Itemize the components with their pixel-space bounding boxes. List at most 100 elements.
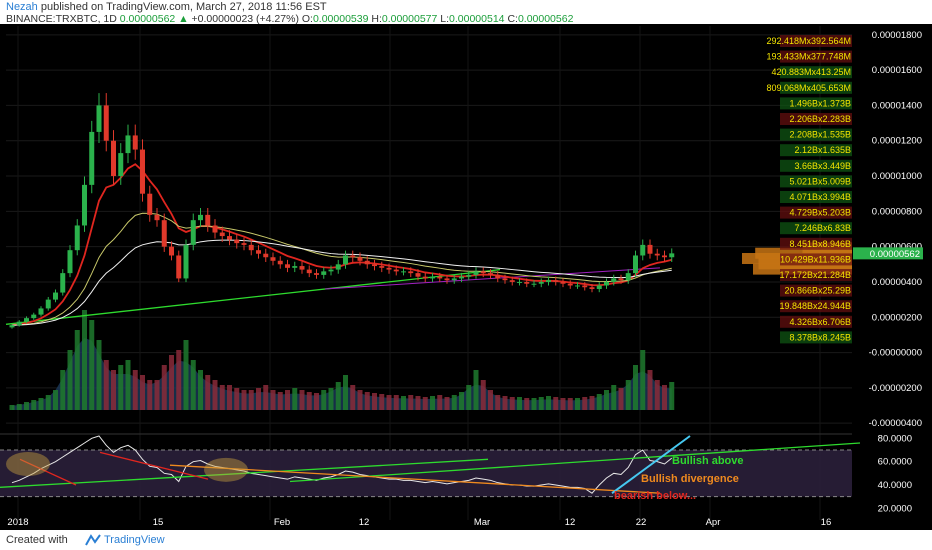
chart-canvas[interactable]: 292.418Mx392.564M 193.433Mx377.748M 420.88… — [0, 24, 932, 530]
volume-label: 2.12Bx1.635B — [794, 145, 851, 155]
volume-bar — [567, 398, 573, 410]
volume-bar — [256, 388, 261, 410]
candle-body — [473, 271, 479, 275]
volume-bar — [393, 395, 399, 410]
volume-bar — [53, 390, 58, 410]
volume-bar — [277, 392, 283, 410]
candle-body — [575, 285, 580, 287]
footer: Created with TradingView — [0, 530, 932, 550]
volume-bar — [219, 385, 225, 410]
volume-bar — [480, 380, 486, 410]
candle-body — [611, 278, 617, 282]
candle-body — [234, 239, 240, 244]
candle-body — [618, 278, 624, 281]
low-value: 0.00000514 — [449, 13, 505, 25]
volume-bar — [654, 380, 660, 410]
volume-bar — [292, 388, 298, 410]
volume-label-bg — [780, 222, 852, 235]
candle-body — [625, 273, 631, 281]
price-axis-label: 0.00001800 — [872, 30, 922, 41]
candle-body — [408, 271, 414, 274]
candle-body — [45, 299, 51, 309]
candle-body — [183, 244, 189, 279]
candle-body — [430, 276, 435, 279]
candle-body — [53, 292, 58, 300]
volume-label: 2.206Bx2.283B — [789, 114, 851, 124]
volume-label-bg — [780, 300, 852, 313]
candle-body — [437, 276, 443, 279]
close-label: C: — [507, 13, 518, 25]
candle-body — [502, 278, 508, 281]
volume-bar — [459, 392, 464, 410]
price-axis-label: -0.00000000 — [869, 348, 922, 359]
last-price-tag — [853, 247, 923, 260]
price-axis-label: 0.00001000 — [872, 171, 922, 182]
candle-body — [103, 105, 109, 141]
candle-body — [567, 283, 573, 286]
price-axis-label: 0.00001400 — [872, 100, 922, 111]
volume-bar — [553, 397, 559, 410]
candle-body — [640, 244, 646, 256]
rsi-uptrend-line — [611, 435, 691, 494]
tradingview-logo-icon — [84, 533, 102, 550]
rsi-axis: 80.0000 60.0000 40.0000 20.0000 — [878, 433, 912, 514]
volume-label: 4.071Bx3.994B — [789, 192, 851, 202]
volume-bar — [451, 395, 457, 410]
candle-body — [263, 253, 269, 258]
annotations: Bullish above Bullish divergence bearish b… — [614, 455, 744, 502]
volume-bar — [444, 397, 450, 410]
rsi-red-line-1 — [19, 458, 77, 486]
price-axis-label: -0.00000200 — [869, 383, 922, 394]
volume-label: 7.246Bx6.83B — [794, 223, 851, 233]
candle-body — [422, 276, 428, 279]
candle-body — [227, 236, 232, 240]
candle-body — [531, 283, 537, 285]
volume-bar — [299, 390, 305, 410]
volume-bar — [285, 390, 290, 410]
chart-area[interactable]: 292.418Mx392.564M 193.433Mx377.748M 420.88… — [0, 24, 932, 530]
volume-bar — [183, 340, 189, 410]
volume-bar — [582, 397, 588, 410]
volume-bar — [9, 405, 15, 410]
time-axis-label: 22 — [636, 517, 647, 528]
volume-label: 20.866Bx25.29B — [784, 286, 851, 296]
candle-body — [517, 281, 522, 283]
volume-label-bg — [780, 66, 852, 79]
volume-bar — [205, 375, 211, 410]
rsi-line — [11, 435, 673, 494]
volume-bar — [640, 350, 646, 410]
rsi-panel — [0, 435, 861, 498]
volume-bar — [575, 398, 580, 410]
time-axis-label: 12 — [565, 517, 576, 528]
volume-label-bg — [780, 284, 852, 297]
volume-bar — [190, 360, 196, 410]
candle-body — [415, 273, 421, 277]
volume-label: 3.66Bx3.449B — [794, 161, 851, 171]
volume-label-bg — [780, 128, 852, 141]
rsi-highlight-circle — [204, 457, 248, 482]
candle-body — [89, 131, 95, 185]
candle-body — [560, 281, 566, 284]
volume-bar — [31, 400, 37, 410]
volume-bar — [67, 350, 73, 410]
rsi-support-line-2 — [289, 442, 861, 483]
ohlc-line: BINANCE:TRXBTC, 1D 0.00000562 ▲ +0.00000… — [6, 13, 573, 25]
candle-body — [662, 255, 667, 258]
bullish-divergence-label: Bullish divergence — [641, 473, 739, 485]
candle-body — [314, 273, 319, 275]
candle-body — [169, 246, 174, 256]
candle-body — [125, 135, 131, 154]
volume-bar — [16, 404, 22, 410]
candle-body — [248, 244, 254, 251]
volume-bar — [328, 388, 334, 410]
candle-body — [241, 243, 247, 245]
volume-bar — [154, 380, 160, 410]
candle-body — [357, 257, 363, 261]
purple-trendline — [324, 267, 661, 290]
author-link[interactable]: Nezah — [6, 1, 38, 13]
volume-label: 10.429Bx11.936B — [780, 254, 851, 264]
tradingview-brand[interactable]: TradingView — [104, 534, 165, 546]
volume-bar — [611, 385, 617, 410]
symbol-label: BINANCE:TRXBTC, 1D — [6, 13, 117, 25]
volume-bar — [589, 396, 595, 410]
